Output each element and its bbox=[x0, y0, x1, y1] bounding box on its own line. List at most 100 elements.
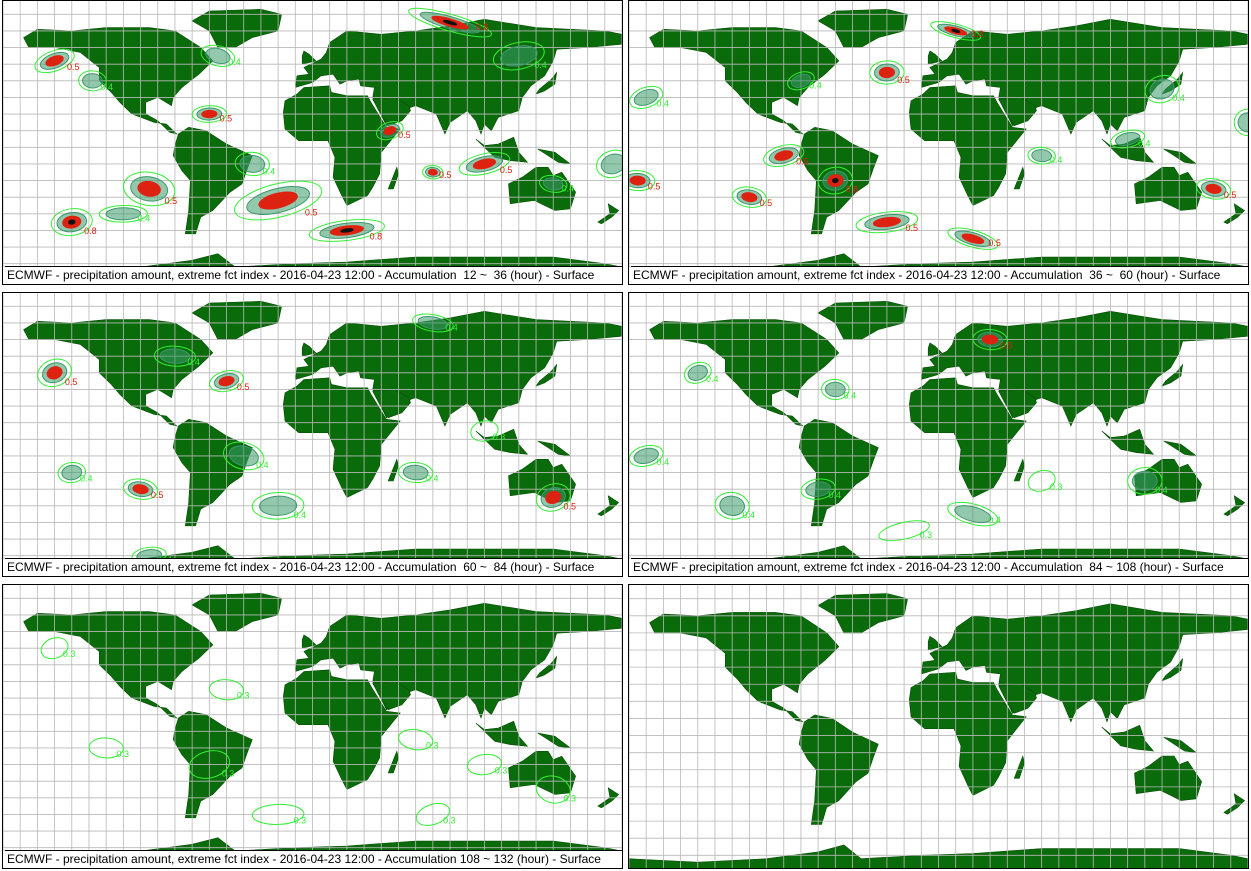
contour-value-label: 0.3 bbox=[493, 432, 506, 442]
contour-level-1 bbox=[98, 204, 148, 223]
map-panel-4: 0.4 0.4 0.4 0.4 0.4 0.4 0.4 0.3 0.5 0.3 ECMWF - p… bbox=[628, 292, 1249, 577]
contour-level-1 bbox=[78, 70, 107, 92]
panel-caption-2: ECMWF - precipitation amount, extreme fc… bbox=[631, 266, 1248, 284]
contour-level-1 bbox=[408, 7, 492, 38]
contour-value-label: 0.4 bbox=[101, 82, 114, 92]
contour-level-1 bbox=[1233, 108, 1248, 137]
contour-value-label: 0.5 bbox=[398, 130, 411, 140]
contour-level-3 bbox=[961, 233, 985, 244]
contour-value-label: 0.8 bbox=[370, 231, 383, 241]
contour-level-1 bbox=[492, 41, 545, 71]
contour-level-1 bbox=[800, 478, 836, 500]
contour-level-2 bbox=[205, 47, 231, 65]
contour-level-2 bbox=[600, 153, 622, 175]
contour-level-1 bbox=[821, 378, 850, 400]
contour-value-label: 0.4 bbox=[561, 183, 574, 193]
contour-level-1 bbox=[535, 775, 571, 804]
contour-value-label: 0.4 bbox=[1172, 93, 1185, 103]
lat-lon-grid bbox=[629, 585, 1248, 868]
contour-value-label: 0.4 bbox=[294, 510, 307, 520]
contour-value-label: 0.3 bbox=[564, 793, 577, 803]
contour-level-1 bbox=[200, 44, 236, 67]
contour-value-label: 0.5 bbox=[67, 62, 80, 72]
contour-value-label: 0.5 bbox=[65, 377, 78, 387]
precipitation-contours: 0.4 0.5 0.5 0.5 0.8 0.8 0.5 0.4 0.4 0.4 0.5 0.5 0.5 0… bbox=[629, 21, 1248, 250]
contour-value-label: 0.8 bbox=[84, 226, 97, 236]
contour-value-label: 0.4 bbox=[426, 474, 439, 484]
map-panel-2: 0.4 0.5 0.5 0.5 0.8 0.8 0.5 0.4 0.4 0.4 0.5 0.5 0.5 0… bbox=[628, 0, 1249, 285]
contour-level-3 bbox=[741, 192, 758, 203]
contour-level-2 bbox=[633, 88, 659, 106]
contour-level-1 bbox=[57, 461, 87, 484]
contour-level-2 bbox=[417, 315, 449, 330]
panel-caption-5: ECMWF - precipitation amount, extreme fc… bbox=[5, 850, 622, 868]
contour-value-label: 0.5 bbox=[796, 157, 809, 167]
contour-level-2 bbox=[259, 495, 298, 516]
contour-level-3 bbox=[137, 180, 161, 197]
contour-value-label: 0.4 bbox=[256, 460, 269, 470]
contour-level-3 bbox=[878, 66, 896, 79]
contour-value-label: 0.5 bbox=[305, 207, 318, 217]
contour-level-1 bbox=[191, 105, 228, 123]
contour-level-1 bbox=[131, 546, 167, 559]
lat-lon-grid bbox=[629, 1, 1248, 267]
panel-caption-1: ECMWF - precipitation amount, extreme fc… bbox=[5, 266, 622, 284]
contour-value-label: 0.4 bbox=[742, 510, 755, 520]
contour-value-label: 0.4 bbox=[1155, 485, 1168, 495]
contour-level-2 bbox=[790, 73, 812, 88]
contour-level-2 bbox=[805, 481, 831, 498]
contour-level-1 bbox=[539, 174, 568, 193]
contour-level-1 bbox=[629, 444, 664, 467]
contour-level-3 bbox=[132, 484, 149, 495]
contour-level-3 bbox=[45, 55, 64, 67]
contour-level-1 bbox=[787, 71, 815, 91]
contour-value-label: 0.5 bbox=[237, 382, 250, 392]
contour-level-2 bbox=[402, 464, 429, 481]
contour-value-label: 0.5 bbox=[500, 165, 513, 175]
contour-level-2 bbox=[542, 177, 564, 191]
contour-level-1 bbox=[458, 152, 511, 176]
contour-level-3 bbox=[981, 334, 999, 345]
contour-level-1 bbox=[629, 85, 664, 110]
contour-level-1 bbox=[1027, 146, 1056, 165]
contour-level-2 bbox=[500, 45, 538, 67]
contour-level-1 bbox=[869, 60, 905, 85]
new-guinea-landmass bbox=[537, 440, 572, 457]
map-panel-6 bbox=[628, 584, 1249, 869]
contour-level-1 bbox=[1144, 74, 1180, 104]
contour-value-label: 0.4 bbox=[844, 390, 857, 400]
contour-level-1 bbox=[376, 121, 404, 141]
contour-value-label: 0.4 bbox=[657, 457, 670, 467]
contour-value-label: 0.8 bbox=[476, 22, 489, 32]
contour-value-label: 0.4 bbox=[228, 57, 241, 67]
contour-value-label: 0.4 bbox=[80, 474, 93, 484]
japan-landmass bbox=[535, 655, 558, 679]
contour-level-2 bbox=[105, 207, 142, 221]
contour-value-label: 0.3 bbox=[426, 741, 439, 751]
contour-level-1 bbox=[251, 803, 305, 825]
contour-level-4 bbox=[832, 177, 839, 184]
contour-level-3 bbox=[472, 158, 496, 170]
contour-level-4 bbox=[951, 28, 961, 33]
contour-level-2 bbox=[1131, 470, 1158, 491]
contour-level-4 bbox=[442, 19, 458, 26]
contour-value-label: 0.4 bbox=[828, 490, 841, 500]
contour-level-1 bbox=[855, 210, 919, 234]
contour-value-label: 0.5 bbox=[165, 196, 178, 206]
contour-level-1 bbox=[88, 737, 124, 759]
contour-level-2 bbox=[228, 445, 259, 467]
contour-level-1 bbox=[153, 345, 197, 367]
contour-level-2 bbox=[824, 381, 846, 398]
contour-level-2 bbox=[61, 464, 83, 481]
contour-level-2 bbox=[633, 447, 659, 465]
map-panel-5: 0.3 0.3 0.3 0.3 0.3 0.3 0.3 0.3 0.3 ECMWF - prec… bbox=[2, 584, 623, 869]
contour-level-1 bbox=[40, 637, 69, 660]
contour-value-label: 0.8 bbox=[846, 185, 859, 195]
japan-landmass bbox=[1161, 658, 1183, 682]
contour-level-2 bbox=[1114, 132, 1141, 146]
contour-level-4 bbox=[340, 228, 354, 233]
contour-value-label: 0.5 bbox=[897, 75, 910, 85]
japan-landmass bbox=[535, 71, 558, 95]
contour-value-label: 0.3 bbox=[920, 530, 933, 540]
contour-value-label: 0.3 bbox=[116, 749, 129, 759]
